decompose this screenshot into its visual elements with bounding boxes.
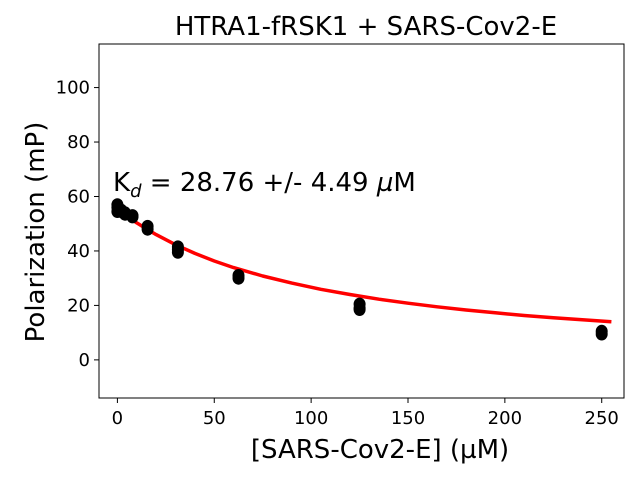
data-point	[353, 303, 366, 316]
data-point	[171, 245, 184, 259]
y-ticks: 0 20 40 60 80 100	[56, 78, 99, 371]
x-tick-label: 50	[203, 408, 226, 429]
kd-value: = 28.76 +/- 4.49	[142, 168, 377, 198]
y-tick-label: 40	[67, 241, 90, 262]
kd-unit: M	[393, 168, 415, 198]
data-point	[126, 210, 139, 224]
kd-subscript: d	[130, 181, 142, 202]
x-axis-title: [SARS-Cov2-E] (µM)	[251, 435, 509, 465]
y-tick-label: 20	[67, 295, 90, 316]
y-tick-label: 0	[79, 350, 90, 371]
x-tick-label: 0	[112, 408, 123, 429]
kd-annotation: Kd = 28.76 +/- 4.49 µM	[113, 168, 416, 202]
data-point	[141, 222, 154, 236]
kd-prefix: K	[113, 168, 131, 198]
y-tick-label: 100	[56, 78, 90, 99]
x-tick-label: 200	[488, 408, 522, 429]
y-tick-label: 80	[67, 132, 90, 153]
plot-frame	[98, 43, 625, 399]
y-tick-label: 60	[67, 186, 90, 207]
kd-mu: µ	[376, 168, 394, 198]
points-layer	[111, 198, 608, 341]
data-point	[595, 327, 608, 341]
x-tick-label: 100	[294, 408, 328, 429]
x-ticks: 0 50 100 150 200 250	[112, 398, 619, 429]
data-point	[232, 271, 245, 285]
x-tick-label: 150	[391, 408, 425, 429]
chart-title: HTRA1-fRSK1 + SARS-Cov2-E	[175, 12, 557, 42]
y-axis-title: Polarization (mP)	[21, 122, 51, 343]
x-tick-label: 250	[585, 408, 619, 429]
